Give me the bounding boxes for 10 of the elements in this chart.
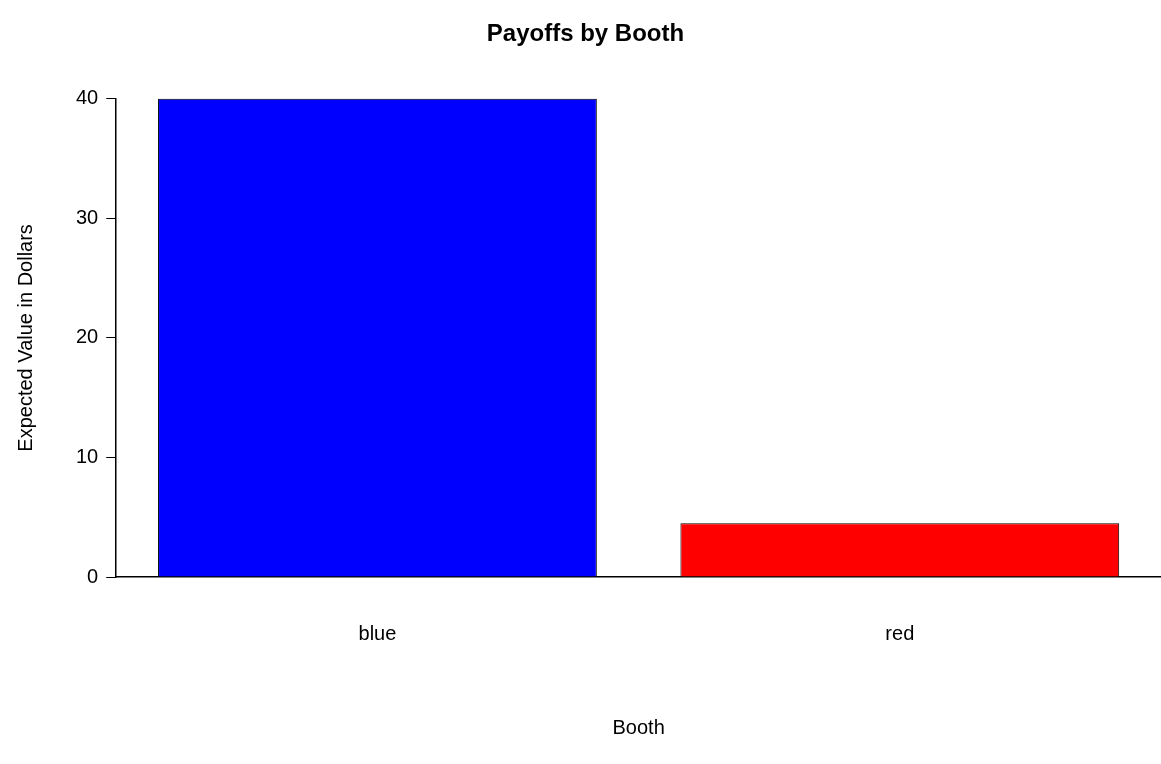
y-tick-label: 20: [76, 325, 99, 348]
y-tick-label: 10: [76, 444, 99, 467]
x-tick-label: red: [885, 621, 915, 644]
chart-title: Payoffs by Booth: [486, 19, 685, 47]
y-tick-label: 0: [87, 564, 99, 587]
y-axis-title: Expected Value in Dollars: [13, 224, 36, 452]
x-axis-title: Booth: [612, 715, 665, 738]
y-tick-label: 40: [76, 86, 99, 109]
x-tick-label: blue: [358, 621, 397, 644]
y-tick-label: 30: [76, 205, 99, 228]
